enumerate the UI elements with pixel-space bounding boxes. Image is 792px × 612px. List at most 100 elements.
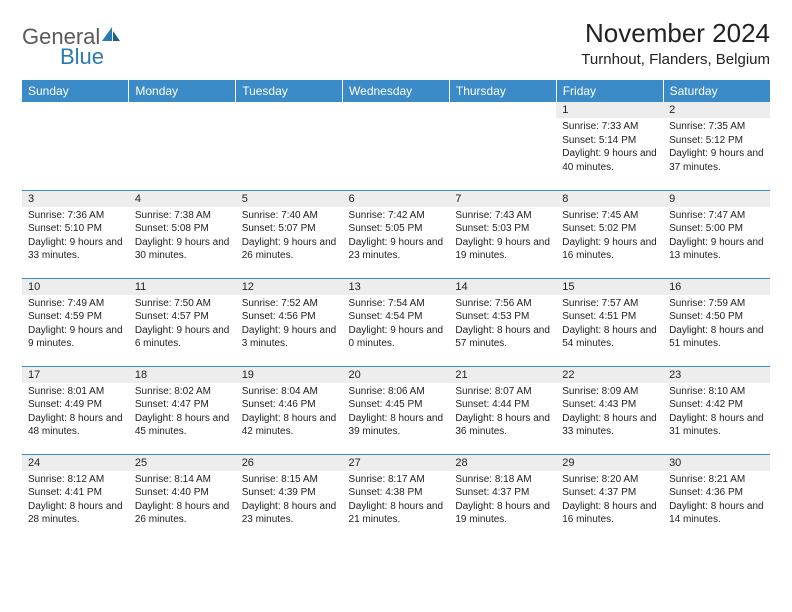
day-details: Sunrise: 7:35 AMSunset: 5:12 PMDaylight:…	[663, 118, 770, 178]
day-details: Sunrise: 8:14 AMSunset: 4:40 PMDaylight:…	[129, 471, 236, 531]
daylight-text: Daylight: 9 hours and 13 minutes.	[669, 236, 764, 263]
day-number: 20	[343, 367, 450, 383]
sunrise-text: Sunrise: 7:42 AM	[349, 209, 444, 223]
calendar-week-row: 3Sunrise: 7:36 AMSunset: 5:10 PMDaylight…	[22, 190, 770, 278]
calendar-week-row: 10Sunrise: 7:49 AMSunset: 4:59 PMDayligh…	[22, 278, 770, 366]
weekday-header: Tuesday	[236, 80, 343, 102]
day-number: 26	[236, 455, 343, 471]
sunset-text: Sunset: 4:40 PM	[135, 486, 230, 500]
sunset-text: Sunset: 4:45 PM	[349, 398, 444, 412]
sunset-text: Sunset: 4:37 PM	[562, 486, 657, 500]
daylight-text: Daylight: 9 hours and 37 minutes.	[669, 147, 764, 174]
sunrise-text: Sunrise: 7:38 AM	[135, 209, 230, 223]
calendar-cell: 9Sunrise: 7:47 AMSunset: 5:00 PMDaylight…	[663, 190, 770, 278]
sunrise-text: Sunrise: 7:57 AM	[562, 297, 657, 311]
weekday-header: Wednesday	[343, 80, 450, 102]
day-details: Sunrise: 8:02 AMSunset: 4:47 PMDaylight:…	[129, 383, 236, 443]
weekday-header: Thursday	[449, 80, 556, 102]
calendar-cell	[343, 102, 450, 190]
day-details: Sunrise: 8:21 AMSunset: 4:36 PMDaylight:…	[663, 471, 770, 531]
day-details: Sunrise: 7:38 AMSunset: 5:08 PMDaylight:…	[129, 207, 236, 267]
sunrise-text: Sunrise: 7:52 AM	[242, 297, 337, 311]
sunrise-text: Sunrise: 8:18 AM	[455, 473, 550, 487]
day-number: 11	[129, 279, 236, 295]
day-details: Sunrise: 7:36 AMSunset: 5:10 PMDaylight:…	[22, 207, 129, 267]
day-number: 2	[663, 102, 770, 118]
sunset-text: Sunset: 4:53 PM	[455, 310, 550, 324]
sunset-text: Sunset: 5:14 PM	[562, 134, 657, 148]
sunrise-text: Sunrise: 8:07 AM	[455, 385, 550, 399]
calendar-cell	[236, 102, 343, 190]
daylight-text: Daylight: 9 hours and 26 minutes.	[242, 236, 337, 263]
calendar-cell: 24Sunrise: 8:12 AMSunset: 4:41 PMDayligh…	[22, 454, 129, 542]
day-details: Sunrise: 8:07 AMSunset: 4:44 PMDaylight:…	[449, 383, 556, 443]
calendar-cell: 21Sunrise: 8:07 AMSunset: 4:44 PMDayligh…	[449, 366, 556, 454]
day-number: 29	[556, 455, 663, 471]
sunrise-text: Sunrise: 7:36 AM	[28, 209, 123, 223]
sunrise-text: Sunrise: 8:04 AM	[242, 385, 337, 399]
calendar-cell: 5Sunrise: 7:40 AMSunset: 5:07 PMDaylight…	[236, 190, 343, 278]
calendar-table: Sunday Monday Tuesday Wednesday Thursday…	[22, 80, 770, 542]
day-details: Sunrise: 8:09 AMSunset: 4:43 PMDaylight:…	[556, 383, 663, 443]
sunrise-text: Sunrise: 8:02 AM	[135, 385, 230, 399]
daylight-text: Daylight: 9 hours and 23 minutes.	[349, 236, 444, 263]
weekday-header: Friday	[556, 80, 663, 102]
sunset-text: Sunset: 5:00 PM	[669, 222, 764, 236]
sunset-text: Sunset: 4:57 PM	[135, 310, 230, 324]
sunset-text: Sunset: 4:56 PM	[242, 310, 337, 324]
day-number: 16	[663, 279, 770, 295]
calendar-cell: 19Sunrise: 8:04 AMSunset: 4:46 PMDayligh…	[236, 366, 343, 454]
sunrise-text: Sunrise: 7:56 AM	[455, 297, 550, 311]
calendar-cell: 1Sunrise: 7:33 AMSunset: 5:14 PMDaylight…	[556, 102, 663, 190]
calendar-cell: 17Sunrise: 8:01 AMSunset: 4:49 PMDayligh…	[22, 366, 129, 454]
sunrise-text: Sunrise: 7:35 AM	[669, 120, 764, 134]
daylight-text: Daylight: 8 hours and 28 minutes.	[28, 500, 123, 527]
day-number: 19	[236, 367, 343, 383]
weekday-header: Sunday	[22, 80, 129, 102]
day-number: 6	[343, 191, 450, 207]
calendar-cell: 30Sunrise: 8:21 AMSunset: 4:36 PMDayligh…	[663, 454, 770, 542]
calendar-cell	[129, 102, 236, 190]
day-details: Sunrise: 8:15 AMSunset: 4:39 PMDaylight:…	[236, 471, 343, 531]
calendar-cell: 11Sunrise: 7:50 AMSunset: 4:57 PMDayligh…	[129, 278, 236, 366]
calendar-cell: 23Sunrise: 8:10 AMSunset: 4:42 PMDayligh…	[663, 366, 770, 454]
sunset-text: Sunset: 5:12 PM	[669, 134, 764, 148]
calendar-cell: 27Sunrise: 8:17 AMSunset: 4:38 PMDayligh…	[343, 454, 450, 542]
sunset-text: Sunset: 4:43 PM	[562, 398, 657, 412]
sunrise-text: Sunrise: 7:43 AM	[455, 209, 550, 223]
daylight-text: Daylight: 9 hours and 19 minutes.	[455, 236, 550, 263]
calendar-cell	[449, 102, 556, 190]
daylight-text: Daylight: 8 hours and 39 minutes.	[349, 412, 444, 439]
day-number: 14	[449, 279, 556, 295]
sunset-text: Sunset: 4:44 PM	[455, 398, 550, 412]
day-number: 30	[663, 455, 770, 471]
logo-sail-icon	[101, 26, 121, 47]
sunset-text: Sunset: 5:08 PM	[135, 222, 230, 236]
sunset-text: Sunset: 4:54 PM	[349, 310, 444, 324]
sunset-text: Sunset: 5:05 PM	[349, 222, 444, 236]
calendar-cell: 6 Sunrise: 7:42 AMSunset: 5:05 PMDaylight…	[343, 190, 450, 278]
sunset-text: Sunset: 4:51 PM	[562, 310, 657, 324]
calendar-cell: 2Sunrise: 7:35 AMSunset: 5:12 PMDaylight…	[663, 102, 770, 190]
sunrise-text: Sunrise: 7:33 AM	[562, 120, 657, 134]
daylight-text: Daylight: 8 hours and 16 minutes.	[562, 500, 657, 527]
calendar-cell	[22, 102, 129, 190]
calendar-week-row: 1Sunrise: 7:33 AMSunset: 5:14 PMDaylight…	[22, 102, 770, 190]
sunrise-text: Sunrise: 8:15 AM	[242, 473, 337, 487]
day-number: 24	[22, 455, 129, 471]
sunrise-text: Sunrise: 7:54 AM	[349, 297, 444, 311]
weekday-header: Monday	[129, 80, 236, 102]
daylight-text: Daylight: 9 hours and 40 minutes.	[562, 147, 657, 174]
calendar-cell: 26Sunrise: 8:15 AMSunset: 4:39 PMDayligh…	[236, 454, 343, 542]
sunrise-text: Sunrise: 7:49 AM	[28, 297, 123, 311]
calendar-cell: 16Sunrise: 7:59 AMSunset: 4:50 PMDayligh…	[663, 278, 770, 366]
day-details: Sunrise: 7:47 AMSunset: 5:00 PMDaylight:…	[663, 207, 770, 267]
day-details: Sunrise: 7:59 AMSunset: 4:50 PMDaylight:…	[663, 295, 770, 355]
day-number: 3	[22, 191, 129, 207]
calendar-cell: 4Sunrise: 7:38 AMSunset: 5:08 PMDaylight…	[129, 190, 236, 278]
day-details: Sunrise: 8:04 AMSunset: 4:46 PMDaylight:…	[236, 383, 343, 443]
calendar-cell: 25Sunrise: 8:14 AMSunset: 4:40 PMDayligh…	[129, 454, 236, 542]
day-details: Sunrise: 8:18 AMSunset: 4:37 PMDaylight:…	[449, 471, 556, 531]
day-number: 7	[449, 191, 556, 207]
day-details: Sunrise: 7:43 AMSunset: 5:03 PMDaylight:…	[449, 207, 556, 267]
